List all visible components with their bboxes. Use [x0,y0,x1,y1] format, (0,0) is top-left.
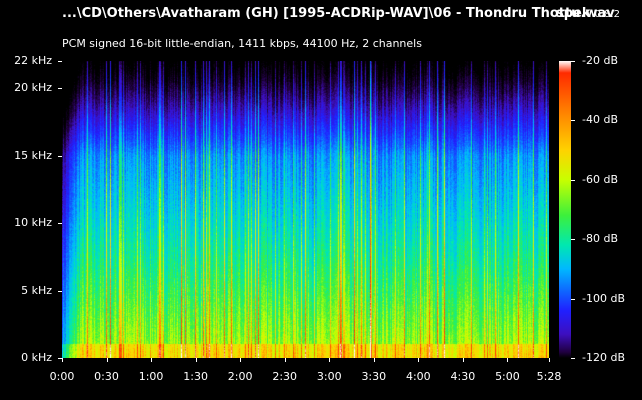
freq-tick-label: 15 kHz [14,148,52,162]
axis-tick [571,180,575,181]
axis-tick [571,120,575,121]
axis-tick [151,358,152,362]
axis-tick [62,358,63,362]
time-tick-label: 4:00 [405,370,431,383]
db-tick-label: -120 dB [582,351,625,364]
axis-tick [58,223,62,224]
axis-tick [418,358,419,362]
time-tick-label: 4:30 [450,370,476,383]
app-version: 0.8.2 [594,9,620,20]
time-tick-label: 5:00 [495,370,520,383]
axis-tick [507,358,508,362]
axis-tick [196,358,197,362]
axis-tick [240,358,241,362]
file-path-title: ...\CD\Others\Avatharam (GH) [1995-ACDRi… [62,6,615,21]
axis-tick [374,358,375,362]
app-name: spek 0.8.2 [556,6,620,21]
freq-tick-label: 5 kHz [21,283,52,297]
time-tick-label: 3:30 [361,370,387,383]
axis-tick [58,291,62,292]
freq-tick-label: 10 kHz [14,216,52,229]
axis-tick [571,299,575,300]
axis-tick [571,358,575,359]
db-tick-label: -20 dB [582,54,618,67]
axis-tick [58,61,62,62]
time-tick-label: 5:28 [536,370,562,383]
axis-tick [571,239,575,240]
freq-tick-label: 0 kHz [21,351,52,364]
db-tick-label: -60 dB [582,172,618,186]
freq-tick-label: 22 kHz [14,54,52,67]
db-tick-label: -100 dB [582,291,625,305]
axis-tick [107,358,108,362]
db-tick-label: -80 dB [582,232,618,246]
app-name-label: spek [556,6,591,21]
axis-tick [463,358,464,362]
axis-tick [58,156,62,157]
time-tick-label: 2:30 [272,370,298,383]
spectrogram-canvas [62,61,549,358]
axis-tick [285,358,286,362]
time-tick-label: 0:00 [49,370,75,383]
axis-tick [58,358,62,359]
axis-tick [329,358,330,362]
stream-info: PCM signed 16-bit little-endian, 1411 kb… [62,37,422,50]
time-tick-label: 0:30 [94,370,119,383]
axis-tick [58,88,62,89]
axis-tick [549,358,550,362]
freq-tick-label: 20 kHz [14,81,52,94]
db-tick-label: -40 dB [582,113,618,127]
time-tick-label: 1:00 [138,370,164,383]
time-tick-label: 3:00 [316,370,342,383]
db-color-legend [559,61,571,358]
time-tick-label: 1:30 [183,370,208,383]
axis-tick [571,61,575,62]
time-tick-label: 2:00 [227,370,253,383]
